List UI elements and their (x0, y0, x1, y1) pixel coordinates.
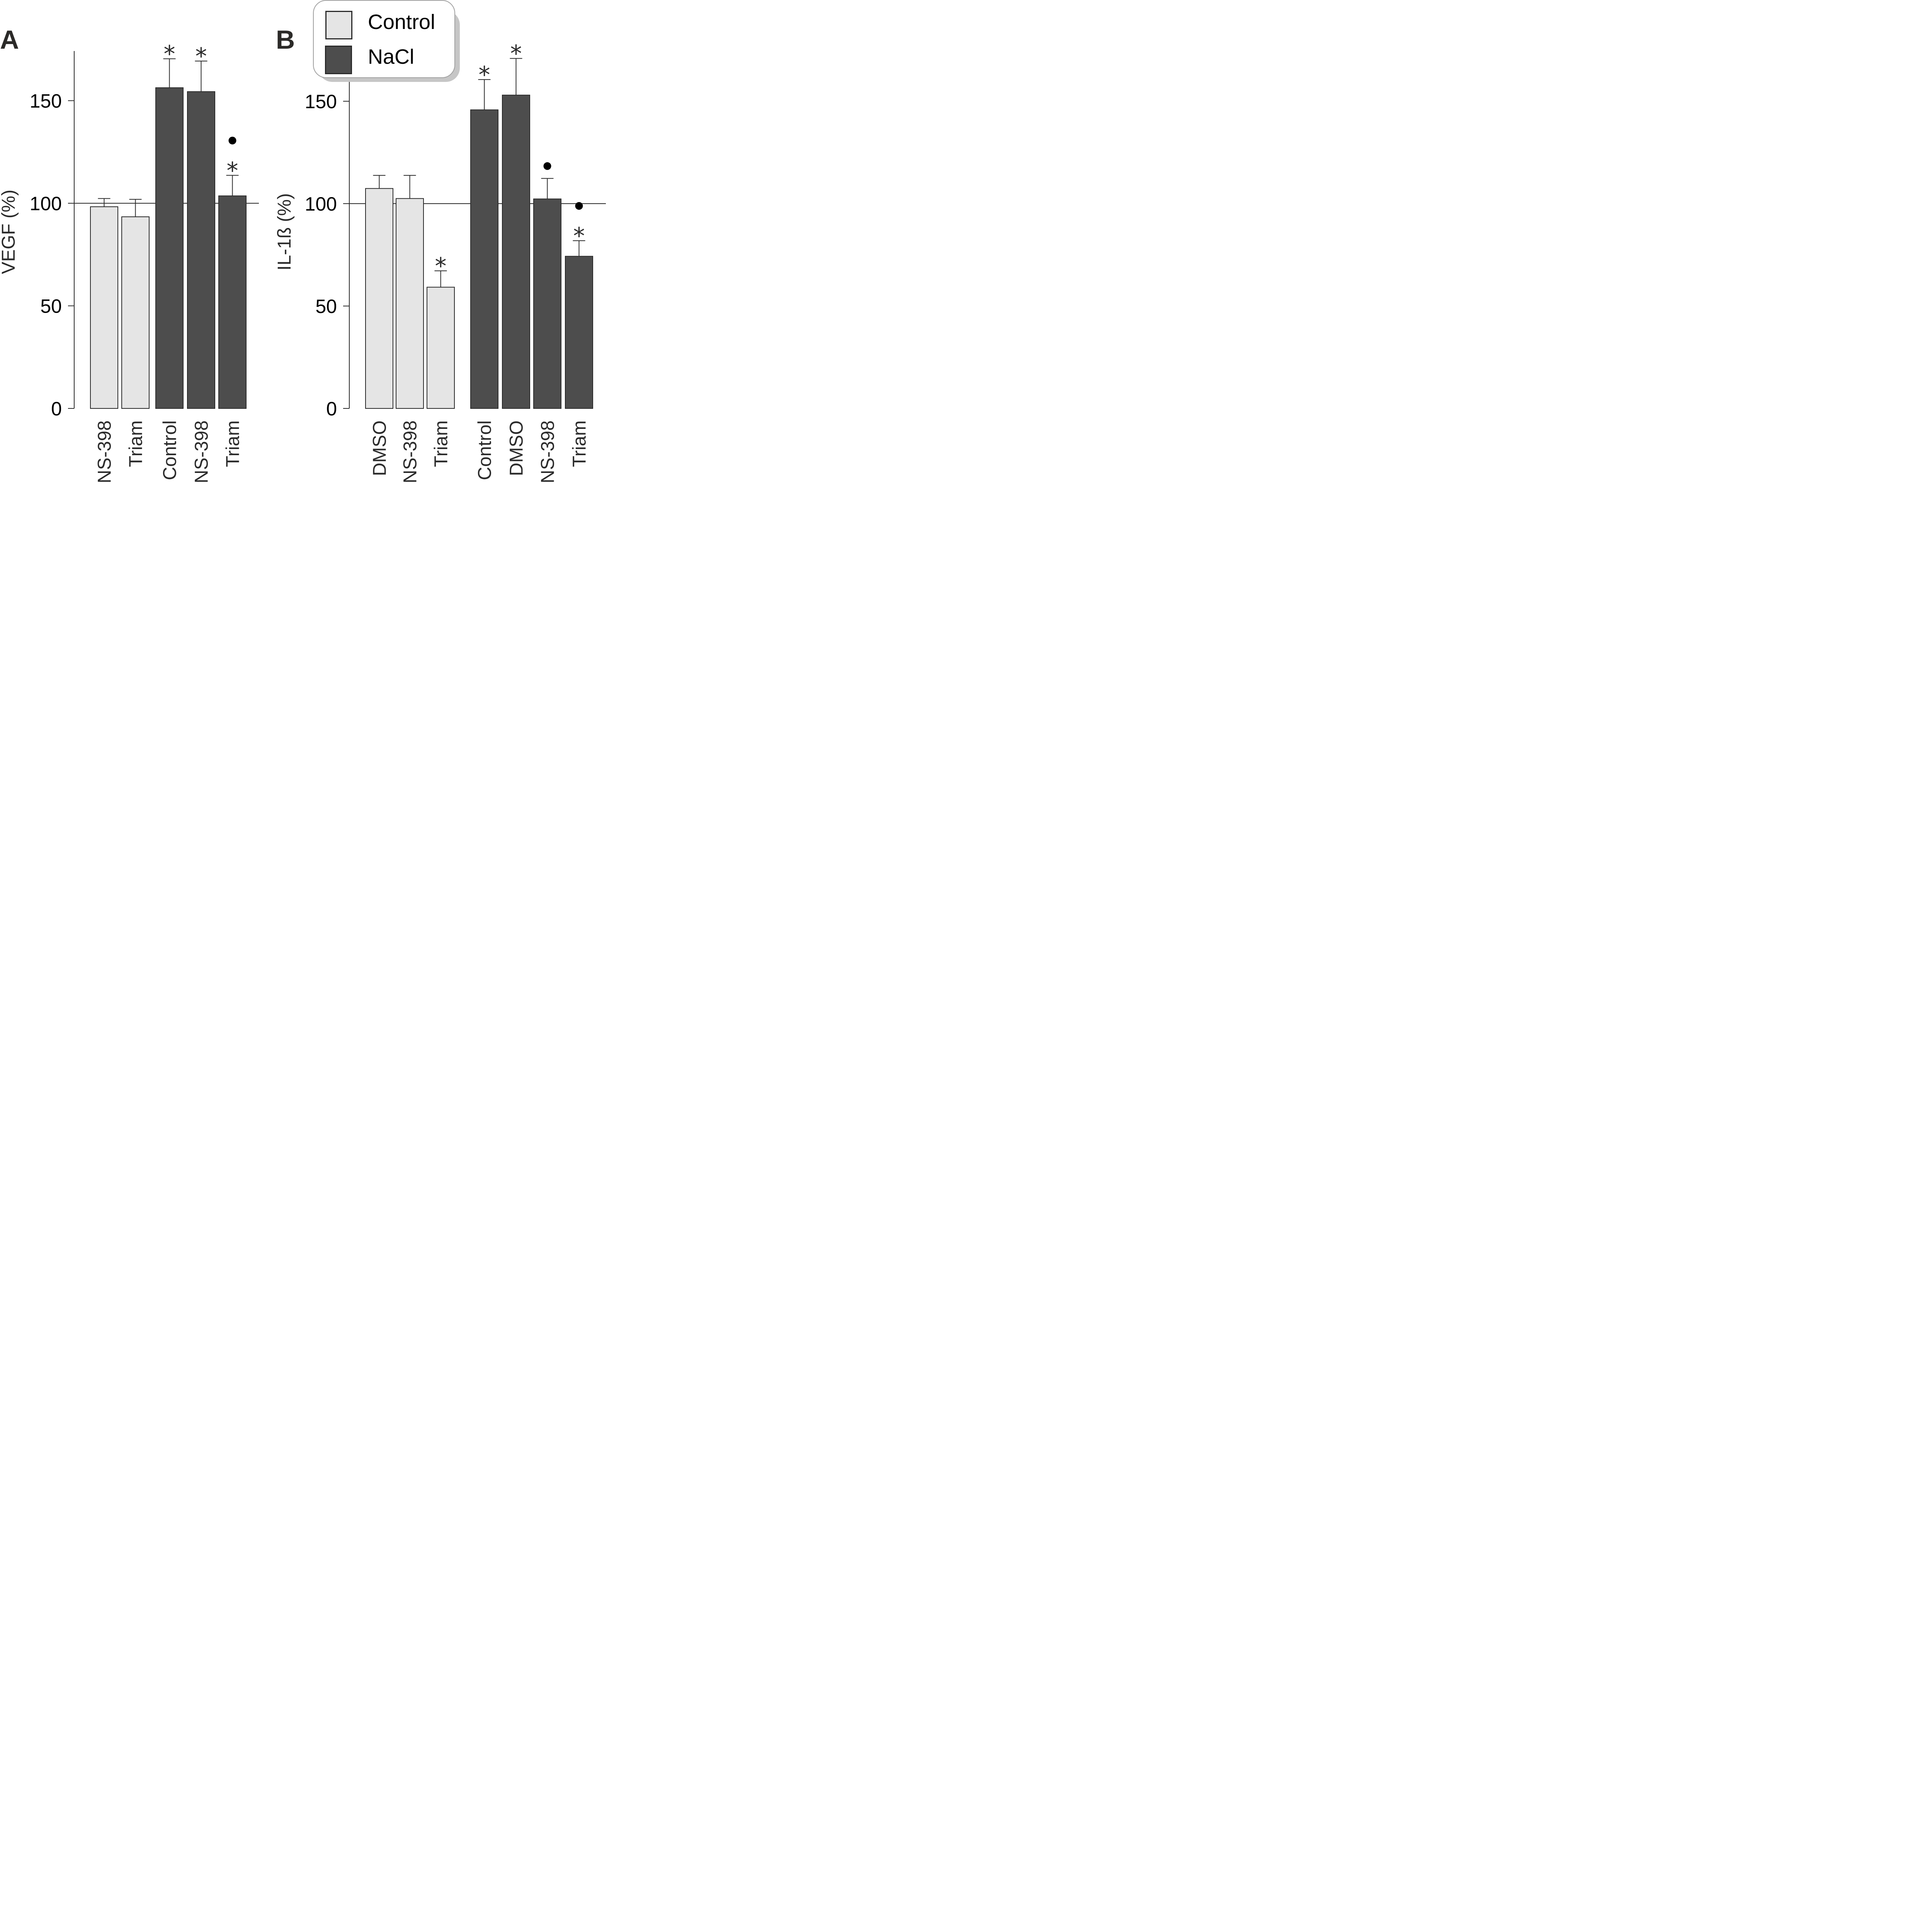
legend: Control NaCl (313, 0, 460, 82)
y-tick-label: 100 (30, 193, 62, 214)
legend-swatch-control (325, 11, 352, 39)
legend-label-nacl: NaCl (368, 45, 415, 68)
legend-swatch-nacl (325, 46, 352, 74)
legend-label-control: Control (368, 10, 435, 34)
x-category-label: NS-398 (538, 420, 558, 483)
x-category-label: Triam (223, 420, 243, 467)
y-tick-label: 0 (51, 398, 62, 420)
bar (187, 91, 215, 409)
panel-letter-B: B (276, 25, 295, 54)
bar (470, 109, 498, 409)
x-category-label: NS-398 (192, 420, 212, 483)
bar (121, 216, 150, 409)
y-axis-label-A: VEGF (%) (0, 190, 19, 274)
significance-dot (228, 136, 236, 145)
bar (365, 188, 393, 409)
bar (565, 256, 593, 409)
significance-asterisk: * (164, 41, 175, 68)
x-category-label: Control (475, 420, 495, 480)
x-category-label: Triam (431, 420, 452, 467)
significance-asterisk: * (196, 43, 207, 70)
x-category-label: Triam (570, 420, 590, 467)
x-category-label: DMSO (370, 420, 390, 476)
y-tick-label: 100 (305, 193, 337, 215)
x-category-label: Triam (126, 420, 146, 467)
y-tick-label: 0 (326, 398, 337, 420)
x-category-label: DMSO (507, 420, 527, 476)
significance-asterisk: * (510, 40, 522, 67)
bar (218, 195, 247, 409)
panel-letter-A: A (0, 25, 19, 54)
significance-dot (543, 162, 551, 170)
bar (155, 87, 184, 409)
bar (533, 198, 561, 409)
bar (502, 95, 530, 409)
x-category-label: NS-398 (400, 420, 421, 483)
bar (90, 206, 118, 409)
x-category-label: Control (160, 420, 180, 480)
significance-asterisk: * (227, 157, 238, 184)
bar (396, 198, 424, 409)
significance-asterisk: * (435, 253, 447, 280)
x-category-label: NS-398 (95, 420, 115, 483)
figure: A 0 50 100 150 VEGF (%) NS-398 Triam Control * NS-… (0, 25, 606, 483)
y-tick-label: 150 (305, 91, 337, 112)
y-tick-label: 50 (40, 296, 62, 317)
y-tick-label: 150 (30, 90, 62, 112)
y-tick-label: 50 (315, 296, 337, 317)
y-axis-label-B: IL-1ß (%) (274, 193, 295, 270)
significance-asterisk: * (573, 223, 585, 250)
significance-asterisk: * (479, 61, 490, 88)
bar (427, 287, 455, 409)
significance-dot (575, 202, 583, 210)
